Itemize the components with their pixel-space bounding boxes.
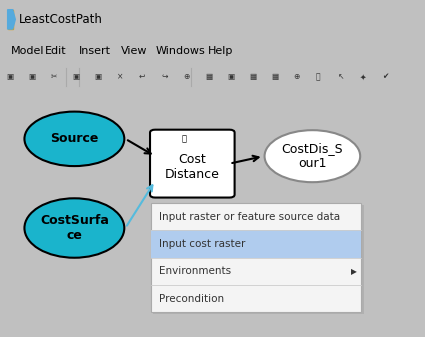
Ellipse shape <box>24 112 124 166</box>
Text: ⊕: ⊕ <box>183 72 190 81</box>
Text: Environments: Environments <box>159 266 231 276</box>
Text: Output
backlink: Output backlink <box>283 269 342 297</box>
Text: ✋: ✋ <box>316 72 320 81</box>
Text: Insert: Insert <box>79 47 110 56</box>
Text: LeastCostPath: LeastCostPath <box>19 13 103 26</box>
Text: Edit: Edit <box>45 47 66 56</box>
Text: Model: Model <box>11 47 44 56</box>
Text: ▣: ▣ <box>95 72 102 81</box>
Text: Precondition: Precondition <box>159 294 224 304</box>
Bar <box>151 231 361 258</box>
Text: ▣: ▣ <box>73 72 80 81</box>
Text: ▣: ▣ <box>28 72 36 81</box>
Text: ▦: ▦ <box>205 72 212 81</box>
Text: ↪: ↪ <box>161 72 167 81</box>
Text: Windows: Windows <box>155 47 205 56</box>
Bar <box>151 203 361 312</box>
Ellipse shape <box>264 258 360 307</box>
FancyArrow shape <box>8 10 15 29</box>
Text: Source: Source <box>50 132 99 145</box>
Text: ✦: ✦ <box>360 72 366 81</box>
Bar <box>153 205 364 314</box>
Text: View: View <box>121 47 147 56</box>
Text: ↖: ↖ <box>338 72 344 81</box>
Text: CostSurfa
ce: CostSurfa ce <box>40 214 109 242</box>
Ellipse shape <box>24 198 124 258</box>
Text: ▦: ▦ <box>272 72 279 81</box>
Ellipse shape <box>264 130 360 182</box>
Text: 🔨: 🔨 <box>181 134 186 143</box>
Text: ✔: ✔ <box>382 72 388 81</box>
Text: ▶: ▶ <box>351 267 357 276</box>
Text: CostDis_S
our1: CostDis_S our1 <box>281 142 343 170</box>
Bar <box>8 10 13 29</box>
Text: ▦: ▦ <box>249 72 257 81</box>
Text: Input cost raster: Input cost raster <box>159 239 245 249</box>
Text: ⊕: ⊕ <box>294 72 300 81</box>
Text: ×: × <box>117 72 123 81</box>
Text: Input raster or feature source data: Input raster or feature source data <box>159 212 340 222</box>
FancyBboxPatch shape <box>150 130 235 197</box>
Text: Cost
Distance: Cost Distance <box>165 153 220 181</box>
Text: ▣: ▣ <box>227 72 235 81</box>
Text: ✂: ✂ <box>51 72 57 81</box>
Text: ▣: ▣ <box>6 72 14 81</box>
Text: ↩: ↩ <box>139 72 145 81</box>
Text: Help: Help <box>208 47 234 56</box>
